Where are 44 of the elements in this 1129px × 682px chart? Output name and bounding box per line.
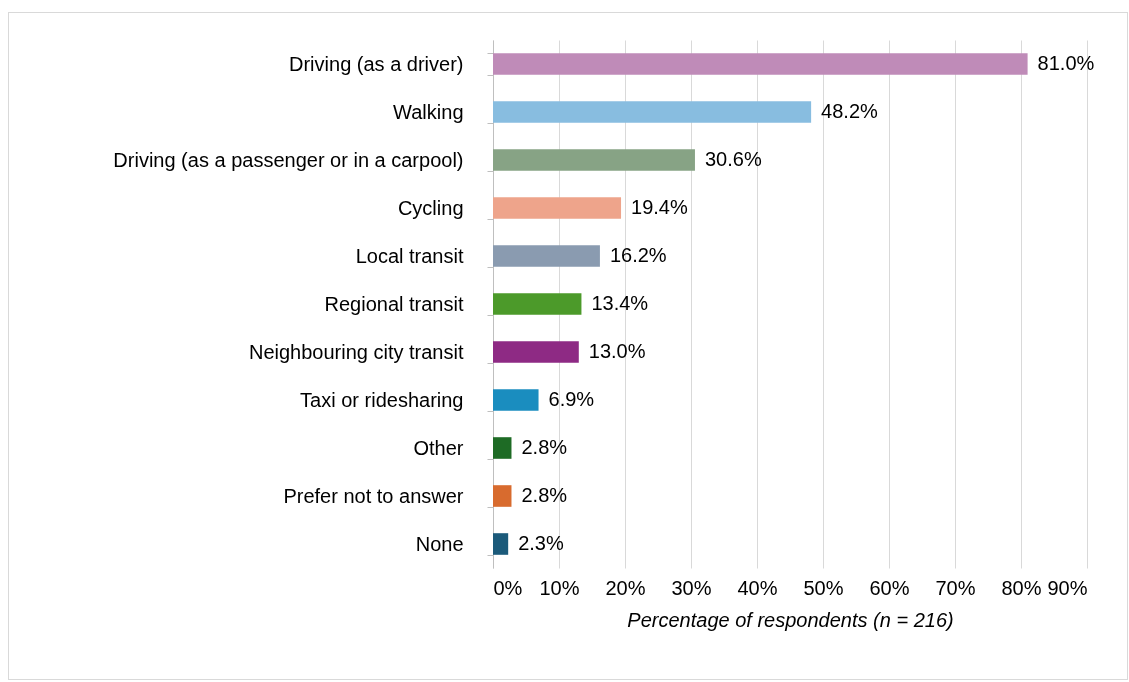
x-tick-label: 40% [737,576,778,599]
x-tick-label: 0% [493,576,523,599]
bar [493,341,579,363]
data-label: 48.2% [821,100,879,122]
x-tick-label: 50% [803,576,844,599]
y-tick-label: Walking [393,100,464,123]
data-label: 30.6% [704,148,762,170]
data-label: 13.4% [591,292,649,314]
y-tick-label: Prefer not to answer [283,484,464,507]
data-label: 13.0% [588,340,646,362]
x-tick-label: 80% [1001,576,1042,599]
bar [493,389,539,411]
x-tick-label: 10% [539,576,580,599]
y-tick-label: Regional transit [324,292,464,315]
data-label: 2.8% [521,436,568,458]
data-label: 2.3% [518,532,564,554]
data-label: 81.0% [1037,52,1095,74]
y-tick-label: Driving (as a driver) [289,52,464,75]
bar [493,197,622,219]
bar [493,149,695,171]
x-axis-title: Percentage of respondents (n = 216) [627,608,954,631]
bar [493,293,582,315]
x-tick-label: 70% [935,576,976,599]
x-tick-label: 60% [869,576,910,599]
bar [493,101,812,123]
y-tick-label: None [415,532,464,555]
data-label: 16.2% [609,244,667,266]
x-tick-label: 30% [671,576,712,599]
data-label: 2.8% [521,484,568,506]
bar [493,437,512,459]
y-tick-label: Local transit [355,244,464,267]
x-tick-label: 20% [605,576,646,599]
bar [493,53,1028,75]
bar [493,245,600,267]
y-tick-label: Cycling [397,196,464,219]
bar [493,485,512,507]
y-tick-label: Neighbouring city transit [248,340,464,363]
y-tick-label: Taxi or ridesharing [300,388,464,411]
y-tick-label: Driving (as a passenger or in a carpool) [113,148,464,171]
y-tick-label: Other [413,436,464,459]
bar [493,533,509,555]
data-label: 6.9% [548,388,595,410]
data-label: 19.4% [631,196,688,218]
x-tick-label: 90% [1047,576,1088,599]
